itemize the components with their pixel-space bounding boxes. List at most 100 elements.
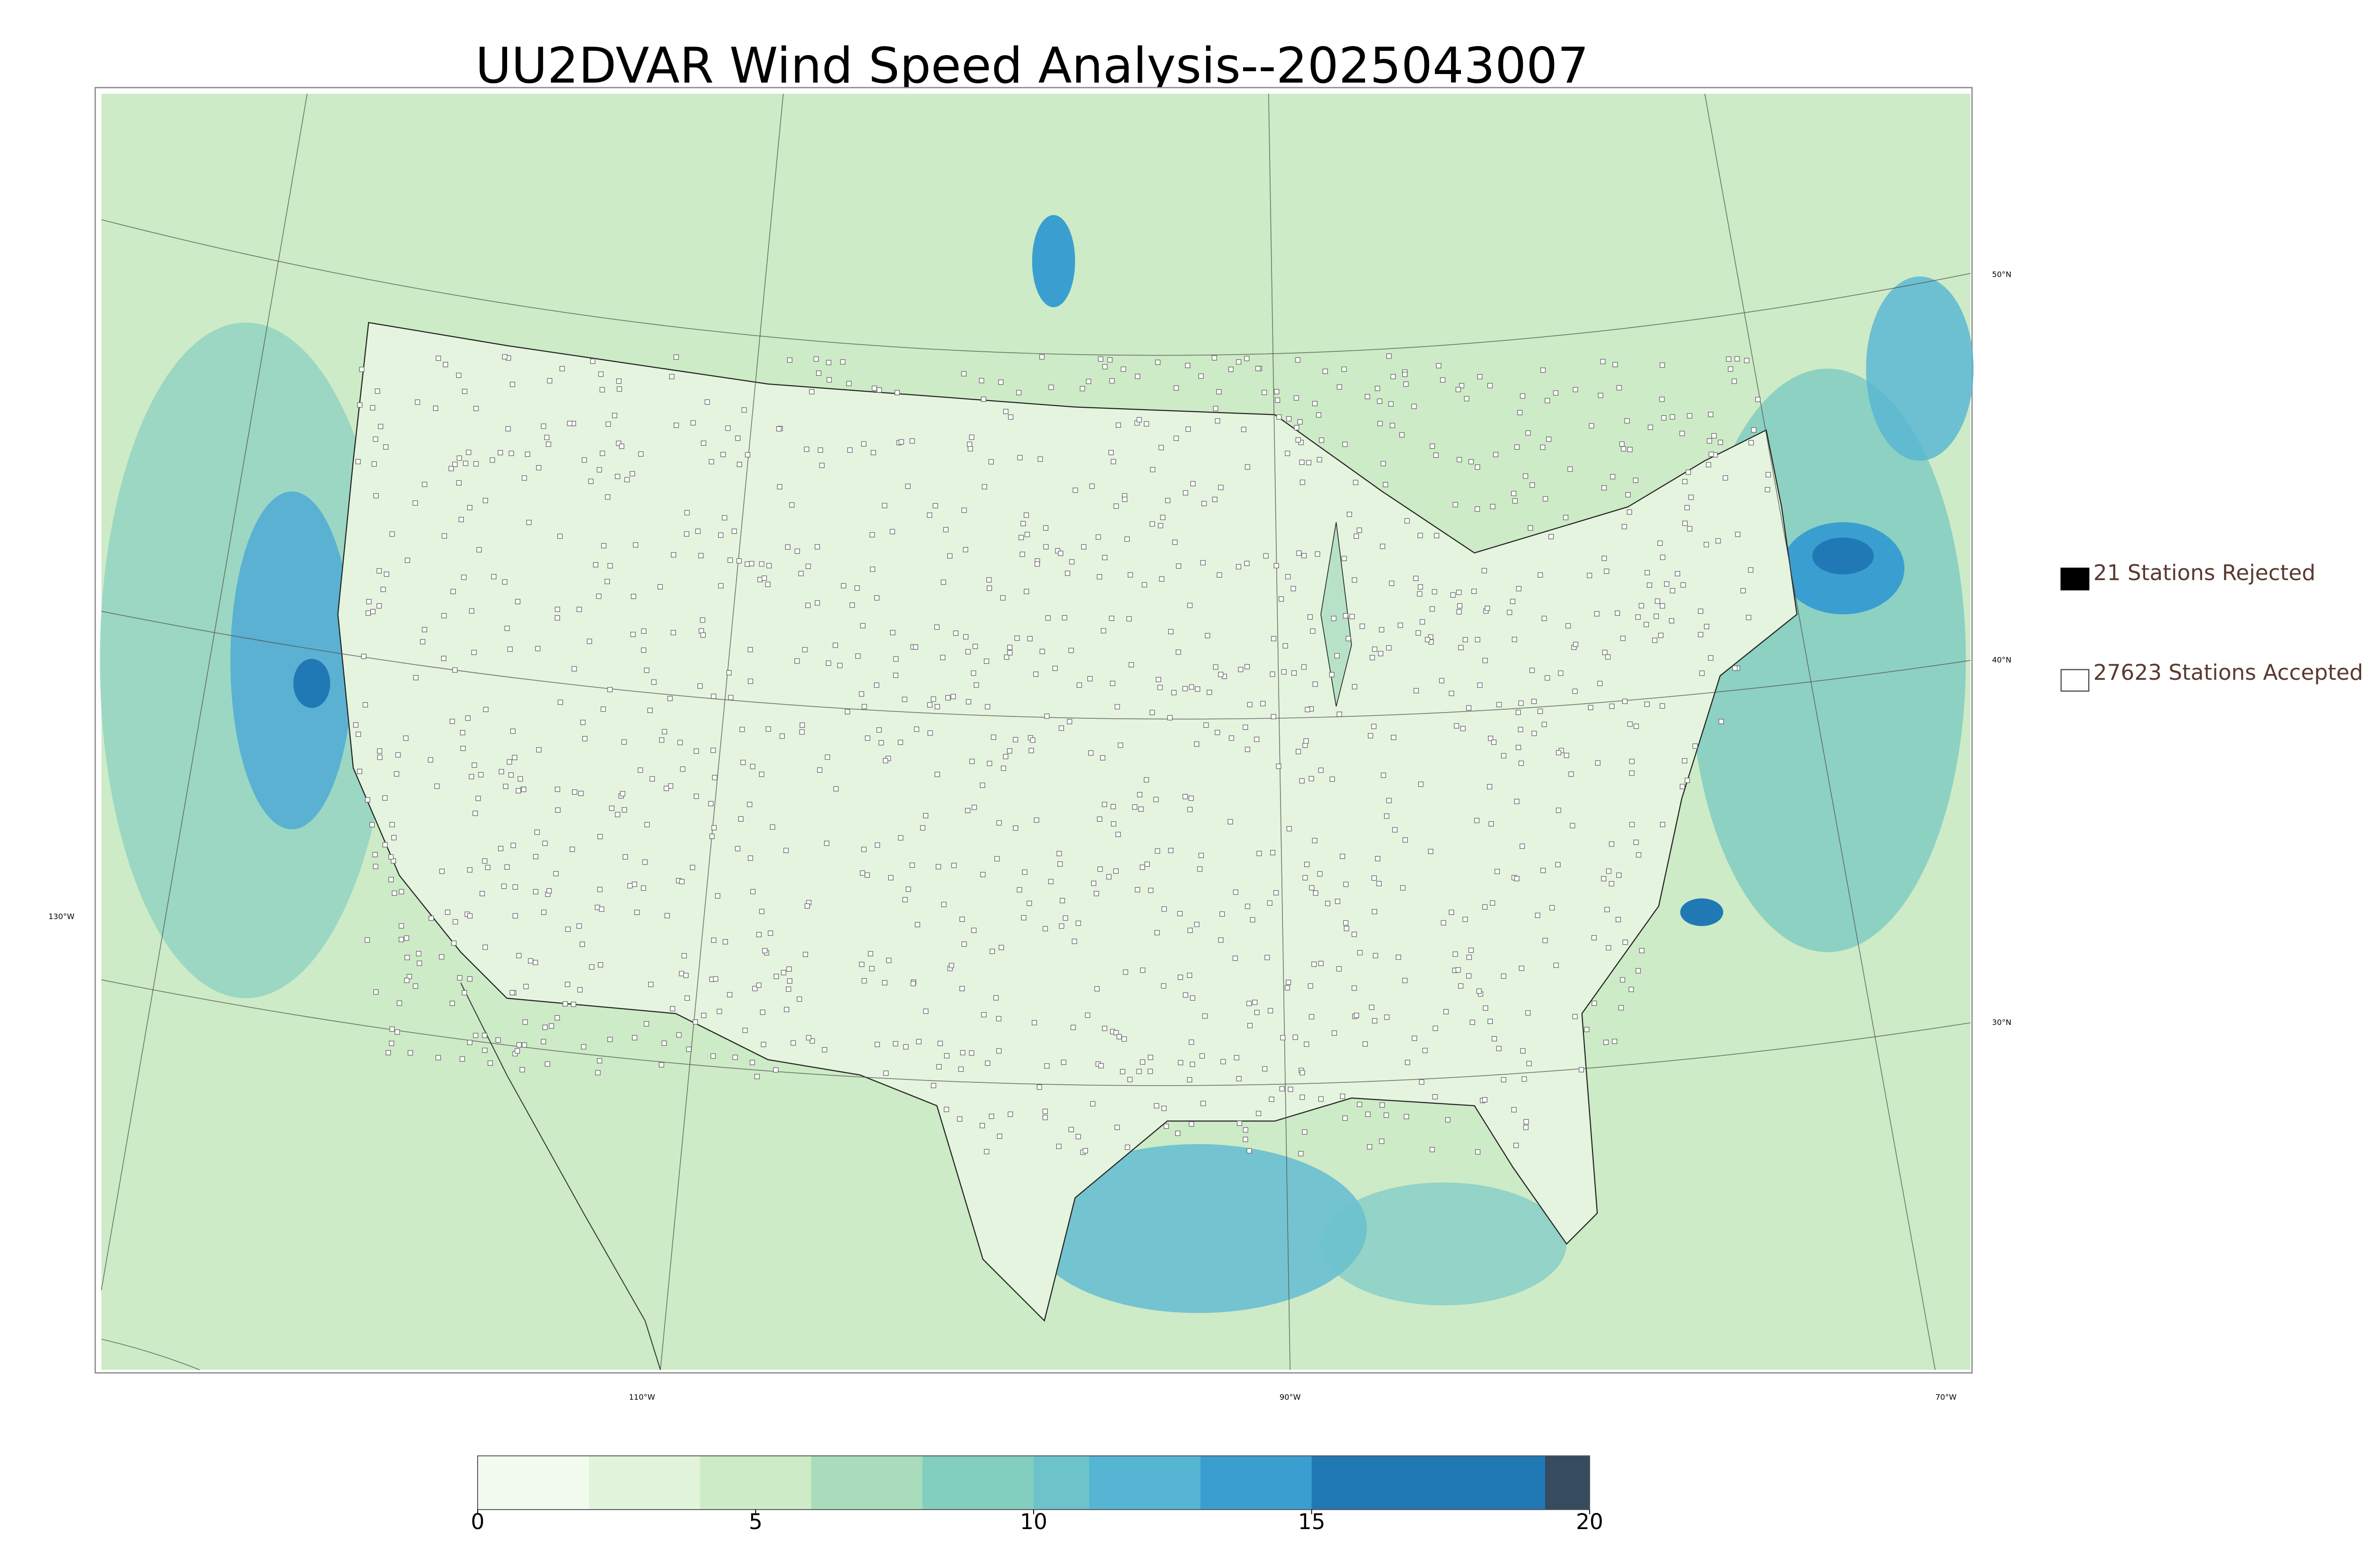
station-marker [673,354,679,360]
station-marker [1329,776,1335,782]
station-marker [1070,1024,1076,1030]
station-marker [969,759,975,764]
station-marker [1183,490,1188,496]
station-marker [1675,571,1680,577]
station-marker [1187,973,1192,978]
station-marker [1457,457,1462,462]
station-marker [700,632,706,638]
station-marker [1085,1013,1091,1018]
station-marker [1256,1111,1262,1117]
station-marker [800,722,805,728]
station-marker [1312,681,1318,687]
station-marker [822,1047,828,1052]
station-marker [968,446,973,451]
station-marker [398,923,404,929]
station-marker [1148,1069,1153,1074]
station-marker [533,889,538,894]
station-marker [972,644,978,649]
station-marker [739,727,745,732]
station-marker [941,901,947,907]
station-marker [1365,1111,1371,1117]
station-marker [1516,710,1521,715]
station-marker [1740,588,1746,593]
station-marker [1317,871,1323,877]
station-marker [1501,1077,1507,1082]
station-marker [483,706,489,712]
station-marker [1090,1101,1096,1107]
station-marker [966,699,971,704]
station-marker [1024,532,1030,537]
station-marker [898,439,904,445]
station-marker [448,466,454,471]
station-marker [1521,1076,1527,1082]
station-marker [1044,1063,1050,1069]
lon-label: 110°W [629,1392,655,1401]
station-marker [809,389,815,394]
station-marker [679,879,685,884]
station-marker [1244,664,1250,669]
station-marker [1255,366,1261,371]
station-marker [536,465,542,470]
station-marker [1300,479,1305,485]
station-marker [765,726,771,732]
station-marker [533,959,538,965]
station-marker [1482,1097,1488,1103]
station-marker [641,885,646,891]
station-marker [725,425,731,431]
station-marker [943,1107,949,1112]
station-marker [1372,909,1377,914]
station-marker [722,515,727,521]
station-marker [593,562,599,568]
colorbar-band [1545,1455,1590,1510]
station-marker [799,729,805,735]
station-marker [1452,502,1458,507]
station-marker [1157,685,1163,690]
station-marker [1185,363,1190,368]
station-marker [777,484,782,489]
station-marker [1212,355,1217,361]
station-marker [1149,521,1155,527]
station-marker [1342,441,1348,447]
lon-label: 70°W [1935,1392,1957,1401]
station-marker [475,796,481,801]
station-marker [893,1041,898,1047]
station-marker [1615,610,1620,616]
station-marker [1167,715,1173,721]
station-marker [1069,559,1074,565]
station-marker [1113,503,1119,509]
station-marker [1684,505,1690,510]
station-marker [728,695,734,700]
station-marker [651,679,657,685]
station-marker [1108,450,1114,455]
station-marker [741,407,747,413]
station-marker [620,791,625,797]
station-marker [708,801,714,807]
station-marker [364,937,370,943]
station-marker [768,930,773,936]
station-marker [1343,882,1349,887]
station-marker [1432,1094,1438,1099]
station-marker [1491,1036,1497,1042]
station-marker [1163,1123,1169,1129]
station-marker [927,512,933,518]
station-marker [1028,748,1034,753]
station-marker [698,553,704,558]
station-marker [870,566,876,572]
station-marker [616,378,622,384]
station-marker [1148,1054,1153,1060]
station-marker [934,624,940,630]
station-marker [1128,572,1133,578]
station-marker [986,577,992,582]
station-marker [526,520,532,526]
station-marker [804,446,810,452]
station-marker [1299,460,1305,465]
station-marker [1606,868,1611,874]
station-marker [471,649,477,655]
station-marker [1024,589,1029,594]
station-marker [1558,670,1564,676]
station-marker [1436,363,1441,368]
station-marker [997,1133,1002,1139]
colorbar-band [589,1455,701,1510]
station-marker [395,752,401,758]
station-marker [1254,736,1260,742]
